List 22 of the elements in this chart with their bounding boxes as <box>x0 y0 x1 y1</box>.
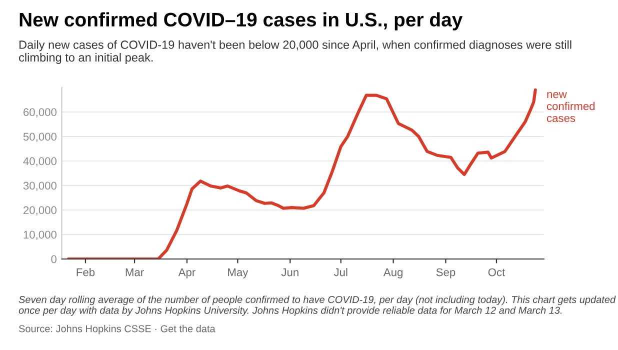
y-tick-label: 60,000 <box>24 108 57 118</box>
x-tick-label: Jul <box>334 268 348 276</box>
y-tick-label: 50,000 <box>23 132 57 142</box>
y-tick-label: 30,000 <box>23 182 57 191</box>
source-note: Source: Johns Hopkins CSSE · Get the data <box>18 324 216 334</box>
text: Seven day rolling average of the number of people confirmed to have COVID-19, per day (not including today). This chart gets updated once per day with data by Johns Hopkins University. Johns Hopkins didn't provide reliable data for March 12 and March 13. <box>18 296 616 316</box>
line-series <box>67 88 537 259</box>
chart-subtitle: Daily new cases of COVID-19 haven't been below 20,000 since April, when confirmed diagnoses were still climbing to an initial peak. <box>19 40 572 64</box>
x-tick-label: Aug <box>383 268 402 278</box>
x-tick-label: Apr <box>178 268 196 278</box>
x-tick-label: May <box>228 268 248 278</box>
x-tick-label: Mar <box>126 268 144 276</box>
y-tick-label: 20,000 <box>24 206 57 216</box>
series-label: new confirmed cases <box>546 92 595 122</box>
chart-title: New confirmed COVID–19 cases in U.S., per day <box>20 12 463 30</box>
x-tick-label: Sep <box>436 268 456 278</box>
y-tick-label: 0 <box>51 255 57 264</box>
y-tick-label: 10,000 <box>24 230 57 240</box>
x-tick-label: Jun <box>281 268 298 276</box>
x-tick-label: Oct <box>488 268 506 276</box>
x-tick-label: Feb <box>76 268 95 276</box>
y-tick-label: 40,000 <box>23 157 57 166</box>
